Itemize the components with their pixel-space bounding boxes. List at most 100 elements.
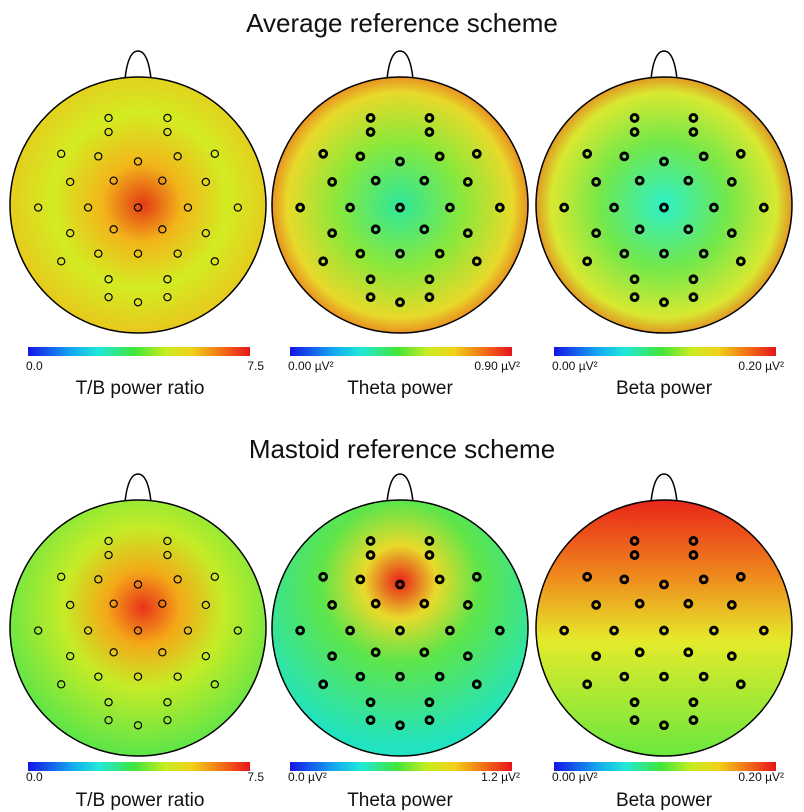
electrode-marker (56, 257, 66, 266)
electrode-marker (395, 156, 405, 167)
electrode-marker (94, 152, 103, 161)
electrode-marker (683, 175, 694, 186)
head-nose-outline (386, 473, 414, 503)
electrode-marker (683, 224, 694, 235)
electrode-marker (395, 297, 405, 308)
electrode-marker (104, 698, 113, 707)
head-nose-outline (650, 50, 678, 80)
electrode-marker (619, 248, 630, 259)
topomap-mastoid-3 (535, 473, 793, 757)
electrode-marker (133, 298, 143, 307)
electrode-marker (726, 651, 737, 662)
electrode-marker (471, 148, 482, 159)
electrode-marker (424, 715, 435, 726)
electrode-marker (158, 648, 167, 657)
electrode-marker (582, 148, 593, 159)
electrode-marker (173, 152, 182, 161)
electrode-marker (735, 256, 746, 267)
electrode-marker (109, 599, 118, 608)
colorbar-max-label: 0.90 µV² (474, 359, 520, 373)
electrode-marker (445, 202, 455, 213)
electrode-marker (365, 292, 376, 303)
topomap-average-1 (9, 50, 267, 334)
electrode-marker (83, 203, 93, 212)
electrode-marker (758, 202, 769, 213)
colorbar-min-label: 0.00 µV² (288, 359, 334, 373)
electrode-marker (726, 228, 737, 239)
electrode-marker (163, 550, 172, 560)
electrode-marker (591, 228, 602, 239)
electrode-marker (104, 550, 113, 560)
colorbar-max-label: 7.5 (247, 359, 264, 373)
electrode-marker (419, 647, 430, 658)
electrode-marker (295, 202, 306, 213)
electrode-marker (395, 248, 405, 259)
electrode-marker (698, 574, 709, 585)
electrode-marker (395, 671, 405, 682)
electrode-marker (133, 672, 143, 681)
electrode-marker (133, 157, 143, 166)
colorbar-min-label: 0.0 µV² (288, 770, 327, 784)
electrode-marker (582, 679, 593, 690)
electrode-marker (709, 625, 719, 636)
electrode-marker (659, 579, 669, 590)
head-nose-outline (124, 50, 152, 80)
electrode-marker (683, 598, 694, 609)
electrode-marker (659, 671, 669, 682)
electrode-marker (634, 647, 645, 658)
electrode-marker (659, 720, 669, 731)
electrode-marker (163, 292, 172, 302)
electrode-marker (133, 203, 143, 212)
electrode-marker (726, 177, 737, 187)
electrode-marker (355, 671, 366, 682)
section-title-average: Average reference scheme (246, 8, 558, 38)
electrode-marker (233, 203, 243, 212)
electrode-marker (318, 148, 329, 159)
electrode-marker (65, 600, 75, 610)
electrode-marker (94, 249, 103, 258)
electrode-marker (434, 671, 445, 682)
electrode-marker (659, 297, 669, 308)
electrode-marker (345, 625, 355, 636)
electrode-marker (609, 202, 619, 213)
electrode-marker (434, 151, 445, 162)
electrode-marker (370, 647, 381, 658)
electrode-marker (158, 176, 167, 185)
electrode-marker (424, 127, 435, 137)
colorbar-caption: Beta power (615, 790, 713, 811)
electrode-marker (233, 626, 243, 635)
electrode-marker (424, 536, 435, 546)
electrode-marker (462, 651, 473, 662)
electrode-marker (163, 127, 172, 137)
electrode-marker (104, 275, 113, 284)
electrode-marker (659, 156, 669, 167)
electrode-marker (370, 175, 381, 186)
electrode-marker (445, 625, 455, 636)
electrode-marker (629, 274, 640, 285)
electrode-marker (395, 625, 405, 636)
electrode-marker (133, 721, 143, 730)
electrode-marker (355, 574, 366, 585)
electrode-marker (698, 151, 709, 162)
colorbar (28, 347, 250, 356)
colorbar-max-label: 7.5 (247, 770, 264, 784)
electrode-marker (109, 648, 118, 657)
electrode-marker (629, 292, 640, 303)
electrode-marker (629, 715, 640, 726)
electrode-marker (201, 177, 211, 187)
electrode-marker (365, 715, 376, 726)
electrode-marker (619, 151, 630, 162)
electrode-marker (94, 575, 103, 584)
electrode-marker (158, 599, 167, 608)
electrode-marker (370, 224, 381, 235)
electrode-marker (629, 127, 640, 137)
electrode-marker (365, 550, 376, 560)
electrode-marker (133, 580, 143, 589)
electrode-marker (735, 148, 746, 159)
electrode-marker (104, 113, 113, 123)
electrode-marker (688, 550, 699, 560)
colorbar (28, 762, 250, 771)
electrode-marker (327, 600, 338, 610)
electrode-marker (471, 571, 482, 582)
electrode-marker (709, 202, 719, 213)
